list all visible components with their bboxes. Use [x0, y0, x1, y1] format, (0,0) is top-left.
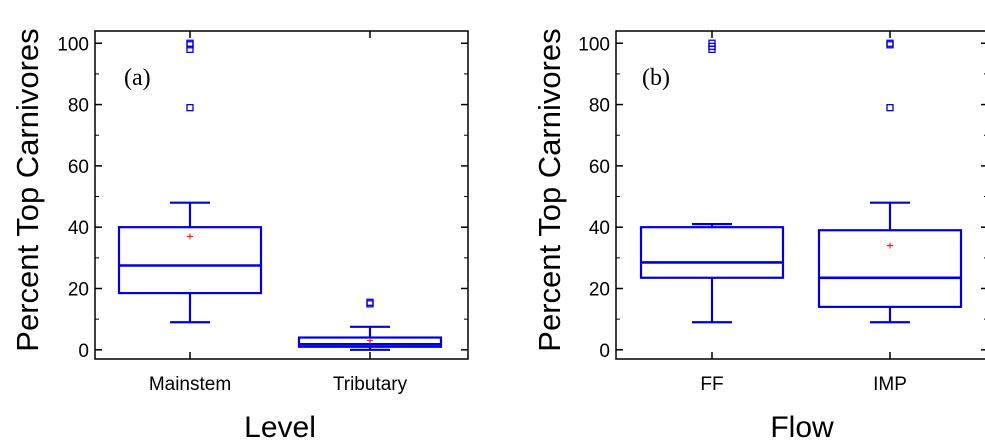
iqr-box	[817, 229, 963, 308]
panel-b-flow: 0 20 40 60 80 100 FF IMP Flow Percent Top Carnivo…	[532, 28, 985, 444]
iqr-box	[117, 226, 263, 295]
y-tick-label: 100	[578, 34, 610, 55]
y-axis-title: Percent Top Carnivores	[532, 28, 567, 351]
y-tick-label: 60	[589, 157, 610, 178]
panel-a-level: 0 20 40 60 80 100 Mainstem Tributary Level Percen…	[10, 28, 469, 444]
plot-frame	[615, 30, 985, 360]
y-tick-label: 20	[68, 279, 89, 300]
x-axis-title: Flow	[770, 411, 834, 444]
outlier-point	[186, 39, 194, 47]
y-tick-label: 0	[78, 341, 89, 362]
box-group	[817, 39, 963, 324]
y-tick-label: 40	[589, 218, 610, 239]
y-tick-label: 100	[57, 34, 89, 55]
box-group	[639, 39, 785, 324]
x-tick-label: Mainstem	[149, 374, 231, 395]
outlier-point	[366, 298, 374, 306]
x-tick-label: Tributary	[333, 374, 408, 395]
panel-label: (b)	[642, 65, 670, 91]
y-tick-label: 40	[68, 218, 89, 239]
outlier-point	[886, 103, 894, 112]
y-axis-title: Percent Top Carnivores	[10, 28, 45, 351]
plot-frame	[94, 30, 469, 360]
box-group	[297, 298, 443, 351]
x-tick-label: FF	[700, 374, 723, 395]
box-group	[117, 39, 263, 324]
outlier-point	[186, 103, 194, 112]
iqr-box	[297, 336, 443, 348]
panel-label: (a)	[124, 65, 151, 91]
y-tick-label: 80	[589, 96, 610, 117]
y-tick-label: 80	[68, 96, 89, 117]
x-axis-title: Level	[244, 411, 316, 444]
x-tick-label: IMP	[873, 374, 907, 395]
outlier-point	[886, 39, 894, 47]
y-tick-label: 60	[68, 157, 89, 178]
y-tick-label: 20	[589, 279, 610, 300]
iqr-box	[639, 226, 785, 279]
outlier-point	[708, 39, 716, 47]
y-tick-label: 0	[599, 341, 610, 362]
